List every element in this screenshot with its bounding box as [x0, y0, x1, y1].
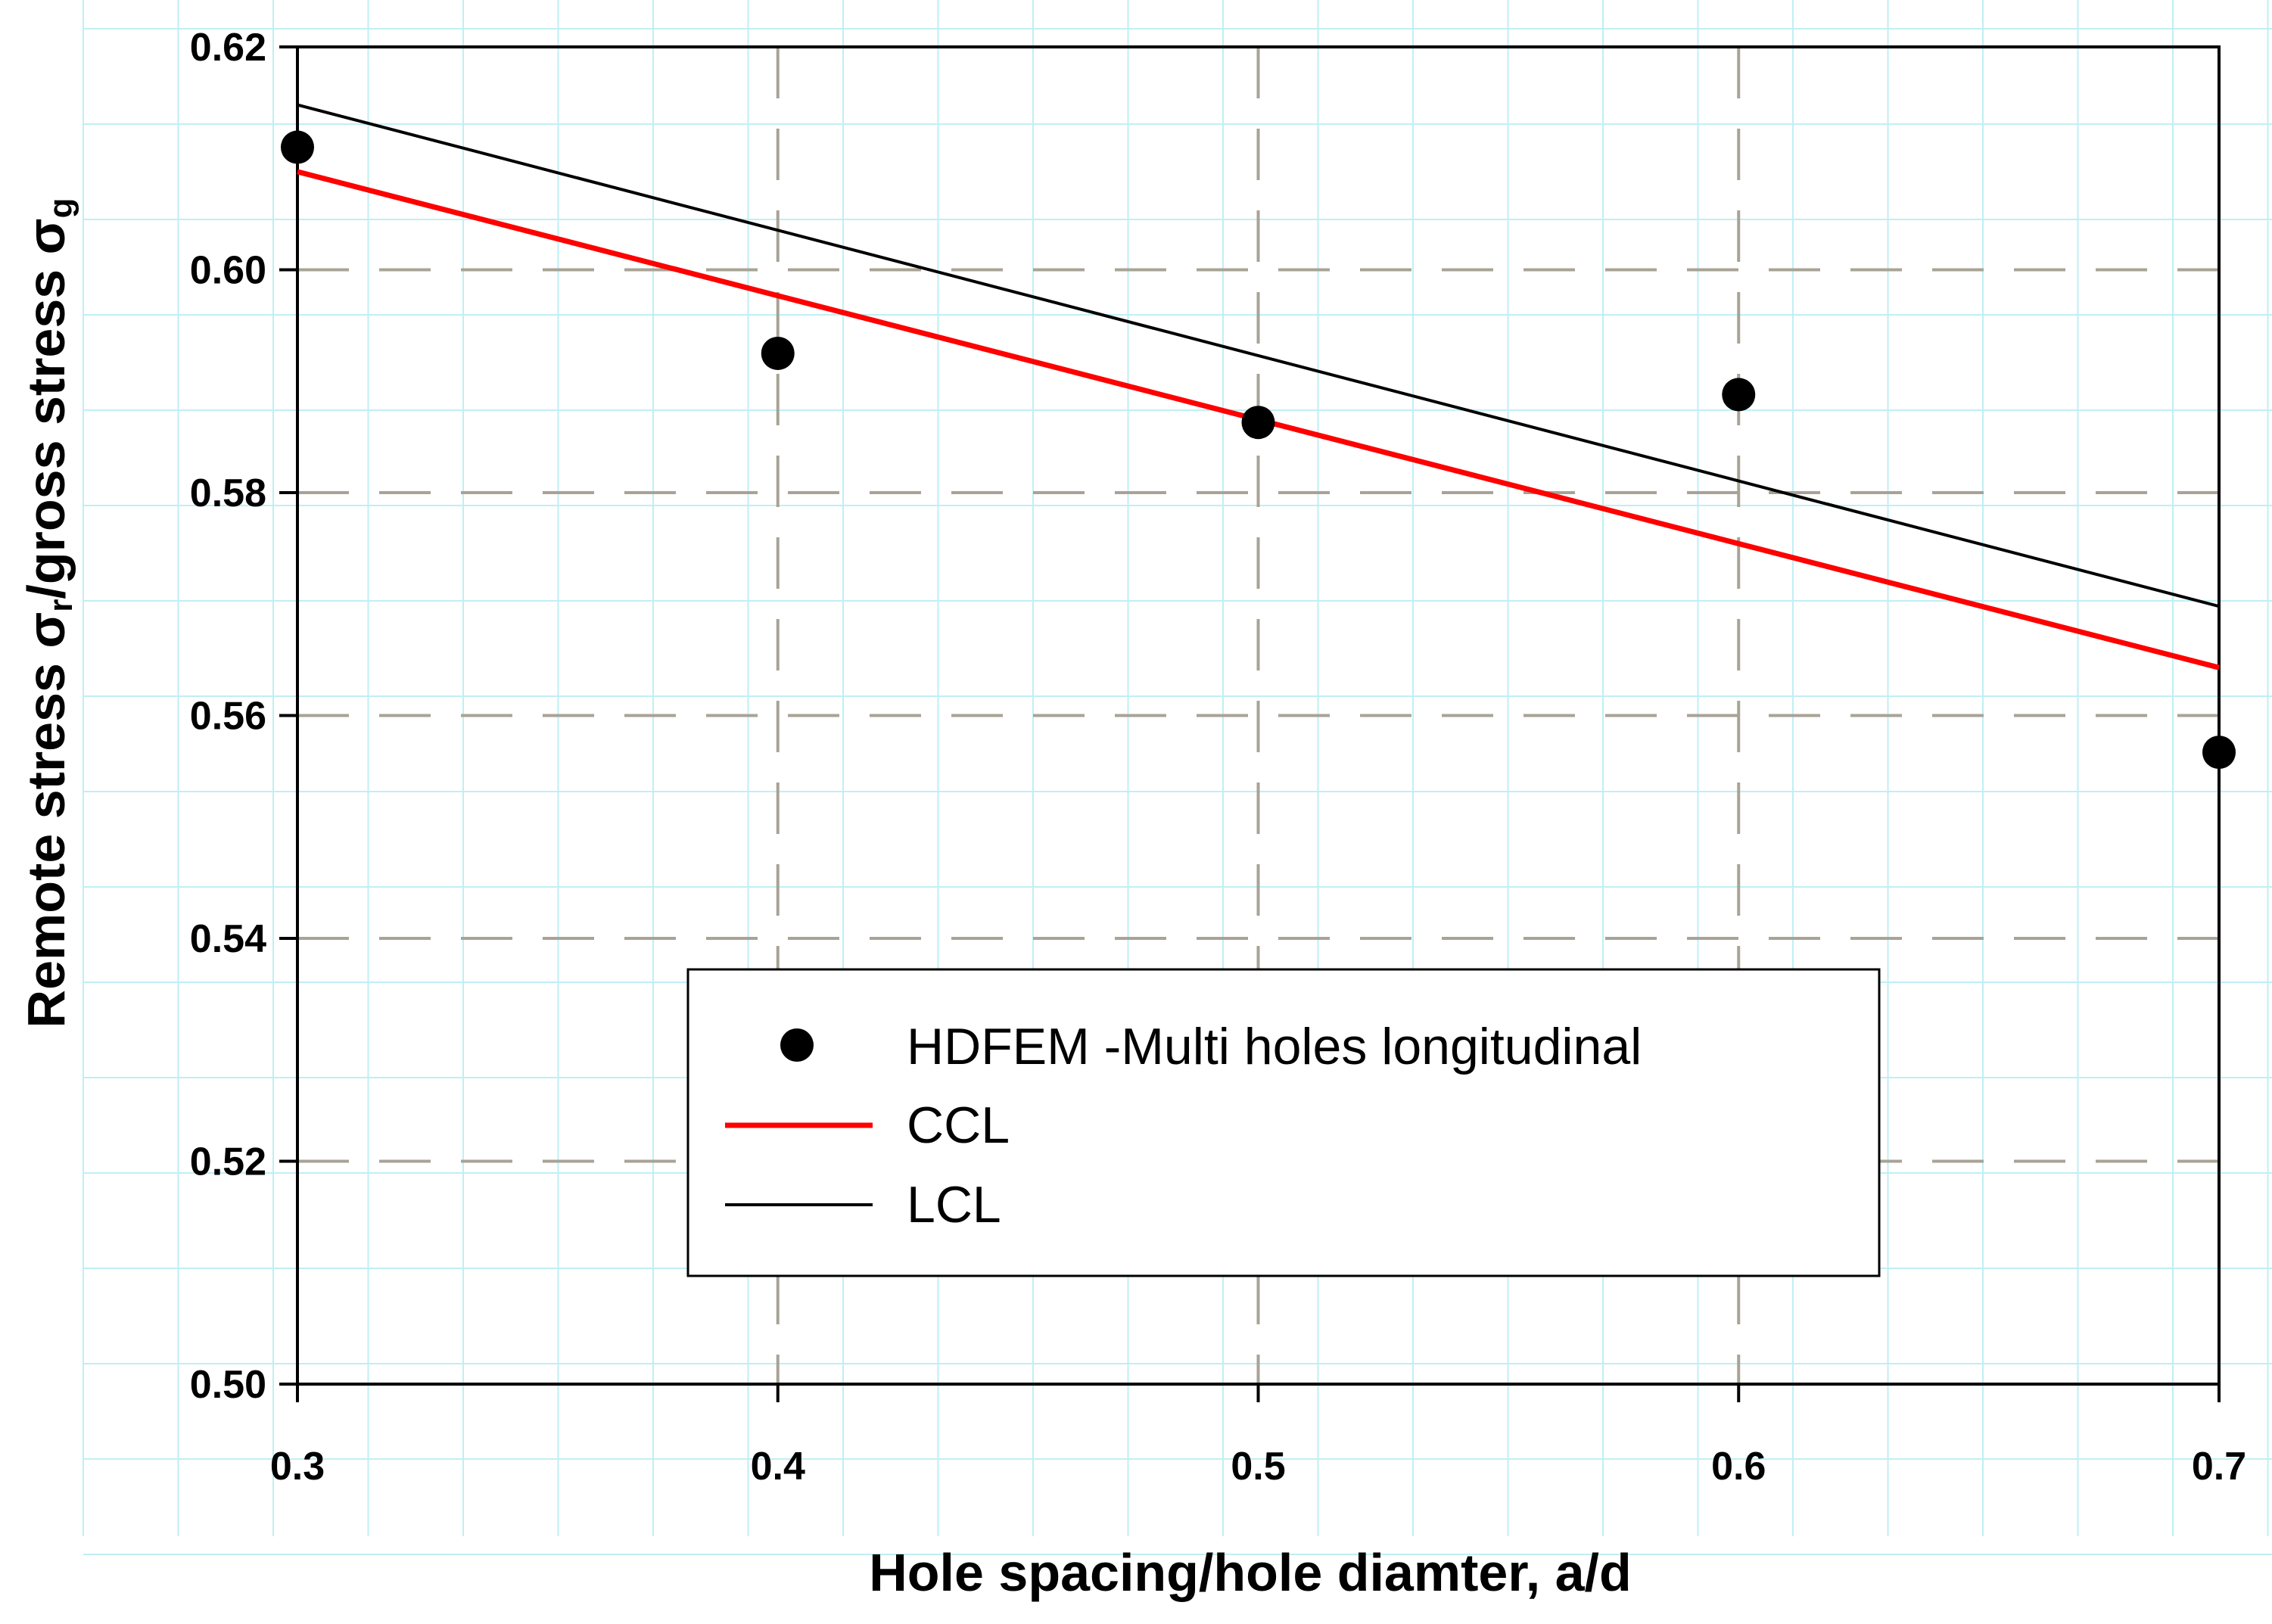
x-tick-label: 0.3: [270, 1445, 325, 1489]
x-axis-title: Hole spacing/hole diamter, a/d: [869, 1543, 1631, 1602]
y-tick-label: 0.52: [190, 1140, 266, 1184]
y-axis-title-prefix: Remote stress: [17, 649, 76, 1028]
sigma-r-symbol: σ: [17, 612, 76, 649]
data-point: [1722, 378, 1756, 412]
data-point: [1241, 406, 1275, 440]
x-tick-label: 0.4: [751, 1445, 805, 1489]
subscript-r: r: [42, 599, 79, 612]
x-tick-label: 0.6: [1711, 1445, 1766, 1489]
y-axis-title-middle: /gross stress: [17, 254, 76, 599]
y-tick-label: 0.50: [190, 1363, 266, 1407]
legend-label-ccl: CCL: [907, 1097, 1010, 1154]
data-point: [281, 130, 314, 164]
legend-marker-hdfem: [780, 1028, 814, 1062]
y-tick-label: 0.58: [190, 471, 266, 515]
legend-box: [686, 968, 1881, 1277]
legend-label-hdfem: HDFEM -Multi holes longitudinal: [907, 1018, 1642, 1075]
legend: HDFEM -Multi holes longitudinal CCL LCL: [686, 968, 1881, 1277]
series-line-lcl: [297, 103, 2220, 608]
x-tick-label: 0.7: [2192, 1445, 2246, 1489]
x-tick-labels: 0.3 0.4 0.5 0.6 0.7: [270, 1445, 2246, 1489]
sigma-g-symbol: σ: [17, 218, 76, 254]
subscript-g: g: [42, 198, 79, 219]
y-tick-label: 0.54: [190, 917, 266, 961]
data-point: [761, 336, 795, 370]
background-cyan-grid: [82, 0, 2272, 1555]
data-point: [2202, 736, 2236, 770]
legend-label-lcl: LCL: [907, 1176, 1001, 1234]
y-tick-label: 0.62: [190, 26, 266, 70]
axis-ticks: [279, 45, 2221, 1402]
y-tick-label: 0.60: [190, 249, 266, 293]
x-tick-label: 0.5: [1231, 1445, 1285, 1489]
y-tick-labels: 0.50 0.52 0.54 0.56 0.58 0.60 0.62: [190, 26, 266, 1407]
y-axis-title: Remote stress σr/gross stress σg: [17, 198, 79, 1028]
y-tick-label: 0.56: [190, 695, 266, 739]
data-points: [281, 130, 2236, 770]
